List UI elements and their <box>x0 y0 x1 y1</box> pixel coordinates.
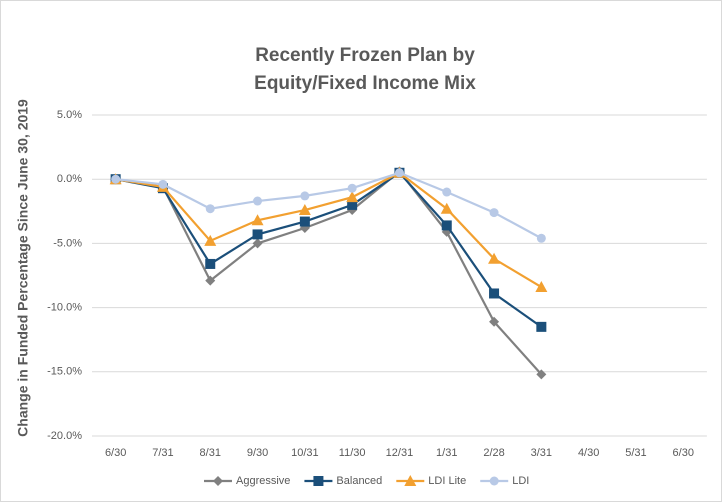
series-line <box>115 171 542 289</box>
chart-title: Recently Frozen Plan by <box>255 45 475 66</box>
x-tick-label: 3/31 <box>531 447 552 459</box>
marker <box>488 252 501 264</box>
legend-marker <box>313 476 324 486</box>
y-tick-label: -5.0% <box>53 237 82 249</box>
y-tick-label: 0.0% <box>57 173 82 185</box>
y-tick-label: -20.0% <box>47 430 82 442</box>
x-tick-label: 8/31 <box>200 447 221 459</box>
series-line <box>115 171 542 328</box>
x-tick-label: 1/31 <box>436 447 457 459</box>
x-tick-label: 12/31 <box>386 447 414 459</box>
y-tick-label: -15.0% <box>47 366 82 378</box>
marker <box>346 191 359 203</box>
marker <box>300 191 310 201</box>
legend-label: LDI <box>512 475 529 487</box>
marker <box>347 183 357 193</box>
y-axis-label: Change in Funded Percentage Since June 3… <box>15 99 31 437</box>
marker <box>252 238 263 249</box>
series-line <box>115 169 543 376</box>
marker <box>489 316 500 327</box>
x-tick-label: 10/31 <box>291 447 319 459</box>
legend-marker <box>213 476 223 486</box>
marker <box>251 214 264 226</box>
x-tick-label: 7/31 <box>152 447 173 459</box>
marker <box>489 208 499 218</box>
series-line <box>115 171 542 240</box>
marker <box>205 275 216 286</box>
marker <box>111 174 121 184</box>
marker <box>394 168 404 178</box>
x-tick-label: 6/30 <box>673 447 694 459</box>
marker <box>441 220 452 231</box>
marker <box>252 229 263 240</box>
marker <box>489 288 500 299</box>
marker <box>298 204 311 216</box>
y-tick-label: -10.0% <box>47 302 82 314</box>
marker <box>440 202 453 214</box>
x-tick-label: 9/30 <box>247 447 268 459</box>
marker <box>536 233 546 243</box>
legend-label: LDI Lite <box>428 475 466 487</box>
marker <box>299 216 310 227</box>
marker <box>205 258 216 269</box>
marker <box>253 196 263 206</box>
marker <box>204 234 217 246</box>
x-tick-label: 4/30 <box>578 447 599 459</box>
chart-title: Equity/Fixed Income Mix <box>254 73 476 94</box>
x-tick-label: 5/31 <box>625 447 646 459</box>
legend-label: Balanced <box>336 475 382 487</box>
x-tick-label: 11/30 <box>339 447 366 459</box>
marker <box>442 187 452 197</box>
marker <box>535 281 548 293</box>
x-tick-label: 6/30 <box>105 447 126 459</box>
legend-marker <box>404 475 417 486</box>
marker <box>158 179 168 189</box>
marker <box>536 321 547 332</box>
legend-marker <box>489 476 499 486</box>
marker <box>536 369 547 380</box>
marker <box>205 204 215 214</box>
x-tick-label: 2/28 <box>483 447 504 459</box>
y-tick-label: 5.0% <box>57 109 82 121</box>
legend-label: Aggressive <box>236 475 290 487</box>
marker <box>347 199 358 210</box>
